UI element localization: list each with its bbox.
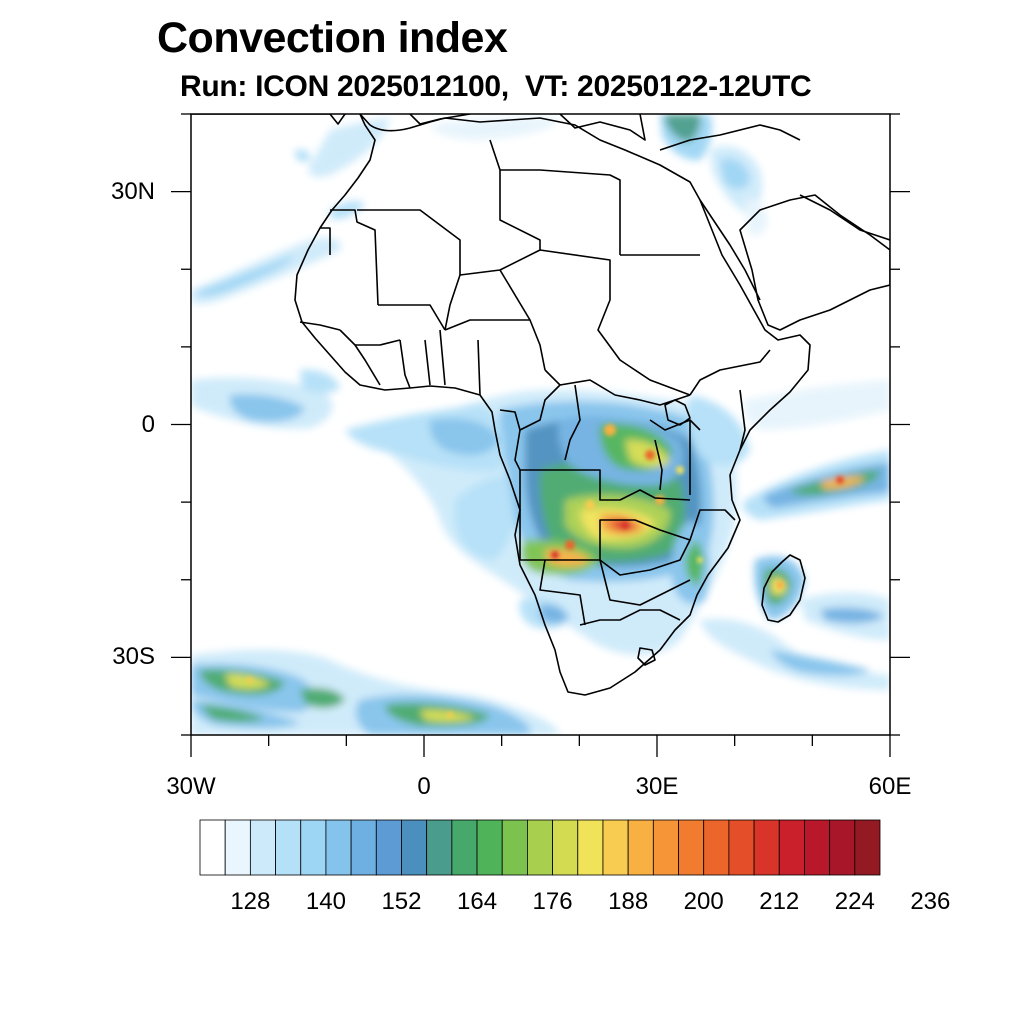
colorbar-swatch (804, 819, 831, 876)
colorbar-swatch (829, 819, 856, 876)
coastlines-borders (191, 114, 890, 696)
colorbar (199, 819, 881, 876)
colorbar-label: 140 (305, 888, 346, 915)
convection-field (191, 114, 890, 735)
colorbar-label: 188 (608, 888, 649, 915)
lon-tick-label: 30W (166, 773, 216, 800)
lon-tick-label: 0 (417, 773, 431, 800)
colorbar-swatch (501, 819, 528, 876)
colorbar-swatch (224, 819, 251, 876)
run-subtitle: Run: ICON 2025012100, VT: 20250122-12UTC (180, 70, 812, 103)
colorbar-swatch (778, 819, 805, 876)
colorbar-swatch (401, 819, 428, 876)
lat-tick-label: 30S (112, 643, 155, 671)
colorbar-swatch (451, 819, 478, 876)
colorbar-swatch (627, 819, 654, 876)
colorbar-swatch (602, 819, 629, 876)
colorbar-swatch (325, 819, 352, 876)
colorbar-label: 236 (910, 888, 951, 915)
colorbar-swatch (426, 819, 453, 876)
colorbar-swatch (199, 819, 226, 876)
lon-tick-label: 60E (868, 773, 912, 800)
colorbar-swatch (728, 819, 755, 876)
colorbar-swatch (577, 819, 604, 876)
colorbar-swatch (753, 819, 780, 876)
colorbar-label: 164 (457, 888, 498, 915)
axis-ticks (171, 113, 910, 757)
colorbar-label: 176 (532, 888, 573, 915)
colorbar-swatch (275, 819, 302, 876)
colorbar-swatch (249, 819, 276, 876)
colorbar-swatch (652, 819, 679, 876)
lon-tick-label: 30E (635, 773, 679, 800)
colorbar-label: 212 (759, 888, 800, 915)
colorbar-swatch (854, 819, 881, 876)
colorbar-label: 200 (683, 888, 724, 915)
colorbar-swatch (300, 819, 327, 876)
lat-tick-label: 0 (141, 410, 155, 438)
colorbar-swatch (552, 819, 579, 876)
colorbar-swatch (703, 819, 730, 876)
colorbar-swatch (678, 819, 705, 876)
colorbar-swatch (375, 819, 402, 876)
chart-title: Convection index (157, 14, 508, 62)
colorbar-label: 152 (381, 888, 422, 915)
colorbar-label: 128 (230, 888, 271, 915)
colorbar-swatch (527, 819, 553, 876)
colorbar-swatch (476, 819, 503, 876)
lat-tick-label: 30N (110, 177, 155, 205)
colorbar-swatch (350, 819, 377, 876)
colorbar-label: 224 (834, 888, 875, 915)
